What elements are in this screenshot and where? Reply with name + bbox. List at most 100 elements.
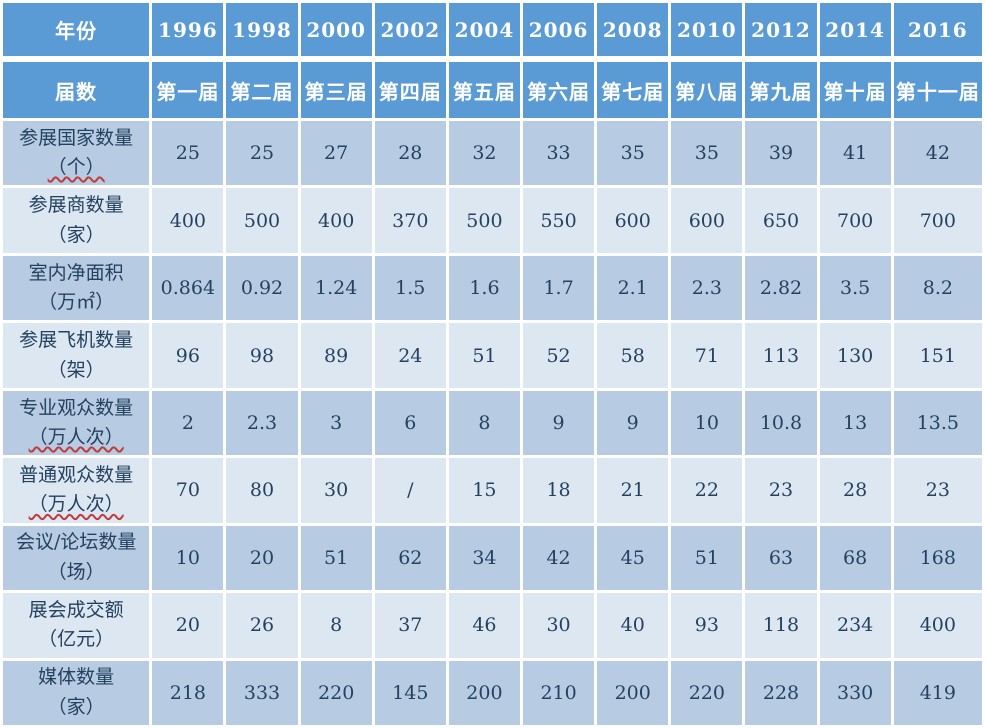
row-label-cell: 展会成交额 （亿元） <box>3 593 150 658</box>
data-cell: 400 <box>152 188 224 253</box>
session-header-cell: 第三届 <box>300 62 372 118</box>
data-cell: 218 <box>152 660 224 725</box>
data-cell: / <box>374 458 446 523</box>
data-cell: 210 <box>523 660 595 725</box>
row-label-cell: 参展商数量 （家） <box>3 188 150 253</box>
year-header-row: 年份 1996 1998 2000 2002 2004 2006 2008 2010 2012 20… <box>3 3 982 59</box>
data-cell: 151 <box>893 323 982 388</box>
data-cell: 70 <box>152 458 224 523</box>
data-cell: 15 <box>448 458 520 523</box>
row-label-text: 参展飞机数量 <box>19 329 134 352</box>
table-row: 参展国家数量 （个） 25 25 27 28 32 33 35 35 39 41 42 <box>3 121 982 186</box>
data-cell: 650 <box>745 188 817 253</box>
row-unit-text: （个） <box>47 156 105 179</box>
year-header-cell: 2006 <box>523 3 595 59</box>
data-cell: 13.5 <box>893 390 982 456</box>
data-cell: 419 <box>893 660 982 725</box>
data-cell: 1.5 <box>374 255 446 321</box>
row-label-cell: 媒体数量 （家） <box>3 660 150 725</box>
row-label-text: 会议/论坛数量 <box>15 531 137 554</box>
session-header-cell: 第七届 <box>597 62 669 118</box>
data-cell: 1.24 <box>300 255 372 321</box>
data-cell: 21 <box>597 458 669 523</box>
row-label-text: 专业观众数量 <box>19 396 134 419</box>
year-header-cell: 2010 <box>671 3 743 59</box>
data-cell: 51 <box>448 323 520 388</box>
year-header-cell: 2000 <box>300 3 372 59</box>
data-cell: 700 <box>893 188 982 253</box>
year-header-cell: 2008 <box>597 3 669 59</box>
data-cell: 25 <box>152 121 224 186</box>
data-cell: 89 <box>300 323 372 388</box>
data-cell: 80 <box>226 458 298 523</box>
table-row: 参展商数量 （家） 400 500 400 370 500 550 600 600 650 700 70… <box>3 188 982 253</box>
data-cell: 63 <box>745 525 817 591</box>
data-cell: 35 <box>671 121 743 186</box>
year-header-cell: 2004 <box>448 3 520 59</box>
year-header-cell: 1998 <box>226 3 298 59</box>
row-label-text: 普通观众数量 <box>19 463 134 486</box>
data-cell: 51 <box>300 525 372 591</box>
data-cell: 2.82 <box>745 255 817 321</box>
data-cell: 32 <box>448 121 520 186</box>
row-unit-text: （万人次） <box>28 493 124 516</box>
data-cell: 9 <box>597 390 669 456</box>
session-header-cell: 第八届 <box>671 62 743 118</box>
data-cell: 37 <box>374 593 446 658</box>
data-cell: 28 <box>819 458 891 523</box>
data-cell: 550 <box>523 188 595 253</box>
data-cell: 2.1 <box>597 255 669 321</box>
data-cell: 42 <box>523 525 595 591</box>
year-header-cell: 2002 <box>374 3 446 59</box>
data-cell: 39 <box>745 121 817 186</box>
data-cell: 220 <box>300 660 372 725</box>
row-unit-text: （架） <box>47 358 105 381</box>
data-cell: 333 <box>226 660 298 725</box>
row-label-cell: 普通观众数量 （万人次） <box>3 458 150 523</box>
row-label-text: 参展商数量 <box>28 194 124 217</box>
row-label-cell: 专业观众数量 （万人次） <box>3 390 150 456</box>
data-cell: 18 <box>523 458 595 523</box>
row-unit-text: （万人次） <box>28 425 124 448</box>
row-label-text: 媒体数量 <box>38 666 115 689</box>
data-cell: 220 <box>671 660 743 725</box>
row-label-cell: 参展国家数量 （个） <box>3 121 150 186</box>
data-cell: 3 <box>300 390 372 456</box>
data-cell: 234 <box>819 593 891 658</box>
data-cell: 168 <box>893 525 982 591</box>
session-header-cell: 第五届 <box>448 62 520 118</box>
data-cell: 2.3 <box>671 255 743 321</box>
row-unit-text: （万㎡） <box>38 291 115 314</box>
session-header-cell: 第十一届 <box>893 62 982 118</box>
data-cell: 1.7 <box>523 255 595 321</box>
table-row: 专业观众数量 （万人次） 2 2.3 3 6 8 9 9 10 10.8 13 13.5 <box>3 390 982 456</box>
data-cell: 13 <box>819 390 891 456</box>
row-unit-text: （家） <box>47 223 105 246</box>
table-row: 会议/论坛数量 （场） 10 20 51 62 34 42 45 51 63 68 168 <box>3 525 982 591</box>
data-cell: 145 <box>374 660 446 725</box>
data-cell: 500 <box>448 188 520 253</box>
data-cell: 33 <box>523 121 595 186</box>
data-cell: 2.3 <box>226 390 298 456</box>
data-cell: 200 <box>448 660 520 725</box>
data-cell: 71 <box>671 323 743 388</box>
data-cell: 35 <box>597 121 669 186</box>
data-cell: 98 <box>226 323 298 388</box>
data-cell: 600 <box>671 188 743 253</box>
table-row: 室内净面积 （万㎡） 0.864 0.92 1.24 1.5 1.6 1.7 2.1 2.3 2.8… <box>3 255 982 321</box>
data-cell: 113 <box>745 323 817 388</box>
row-label-cell: 参展飞机数量 （架） <box>3 323 150 388</box>
data-cell: 45 <box>597 525 669 591</box>
data-cell: 8.2 <box>893 255 982 321</box>
table-row: 普通观众数量 （万人次） 70 80 30/15 18 21 22 23 28 23 <box>3 458 982 523</box>
session-row-label: 届数 <box>3 62 150 118</box>
data-cell: 26 <box>226 593 298 658</box>
year-header-cell: 2016 <box>893 3 982 59</box>
data-cell: 42 <box>893 121 982 186</box>
table-row: 展会成交额 （亿元） 20 26 8 37 46 30 40 93 118 234 400 <box>3 593 982 658</box>
session-header-row: 届数 第一届 第二届 第三届 第四届 第五届 第六届 第七届 第八届 第九届 第十届 第十一届 <box>3 62 982 118</box>
data-cell: 20 <box>226 525 298 591</box>
table-body: 参展国家数量 （个） 25 25 27 28 32 33 35 35 39 41 42 参展商数量 （家） 4… <box>3 121 982 725</box>
row-label-text: 室内净面积 <box>28 261 124 284</box>
data-cell: 600 <box>597 188 669 253</box>
